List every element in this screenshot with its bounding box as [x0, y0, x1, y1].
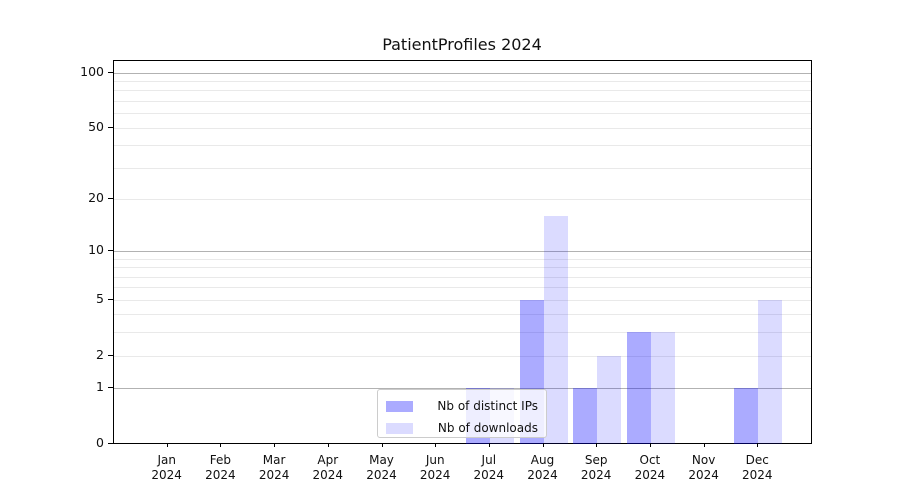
y-tick-label-2: 2	[96, 346, 104, 362]
y-gridline-minor-30	[114, 167, 811, 169]
x-tick-aug	[542, 443, 544, 447]
legend: Nb of distinct IPs Nb of downloads	[377, 389, 547, 438]
legend-item-downloads: Nb of downloads	[386, 417, 538, 439]
y-tick-1	[108, 387, 113, 389]
y-gridline-minor-60	[114, 113, 811, 115]
y-gridline-minor-4	[114, 314, 811, 316]
y-gridline-minor-90	[114, 80, 811, 82]
y-tick-label-50: 50	[88, 118, 104, 134]
y-tick-label-0: 0	[96, 435, 104, 450]
y-tick-label-10: 10	[88, 242, 104, 257]
bar-nb-of-distinct-ips-sep	[573, 388, 598, 444]
x-tick-jan	[166, 443, 168, 447]
x-tick-sep	[596, 443, 598, 447]
bar-nb-of-downloads-aug	[543, 215, 568, 444]
y-gridline-minor-40	[114, 145, 811, 147]
y-tick-label-20: 20	[88, 189, 104, 205]
y-gridline-minor-70	[114, 100, 811, 102]
x-tick-label-sep: Sep 2024	[580, 453, 612, 482]
y-gridline-minor-2	[114, 355, 811, 357]
x-tick-dec	[757, 443, 759, 447]
y-gridline-minor-3	[114, 332, 811, 334]
bar-nb-of-distinct-ips-oct	[626, 332, 651, 444]
bar-nb-of-downloads-sep	[597, 355, 622, 444]
x-tick-feb	[220, 443, 222, 447]
x-tick-mar	[274, 443, 276, 447]
chart-title: PatientProfiles 2024	[382, 35, 542, 54]
x-tick-label-feb: Feb 2024	[205, 453, 236, 482]
y-gridline-minor-50	[114, 127, 811, 129]
y-gridline-major-1	[114, 388, 811, 390]
y-gridline-minor-80	[114, 90, 811, 92]
x-tick-oct	[649, 443, 651, 447]
x-tick-label-nov: Nov 2024	[688, 453, 719, 482]
x-tick-label-oct: Oct 2024	[634, 453, 666, 482]
legend-swatch-downloads	[386, 422, 413, 434]
y-tick-0	[108, 443, 113, 444]
y-tick-label-100: 100	[80, 63, 104, 79]
y-tick-5	[108, 298, 113, 300]
x-tick-label-may: May 2024	[366, 453, 397, 482]
y-gridline-minor-6	[114, 287, 811, 289]
legend-swatch-distinct-ips	[386, 400, 413, 412]
y-tick-10	[108, 250, 113, 251]
x-tick-jul	[488, 443, 490, 447]
x-tick-apr	[327, 443, 329, 447]
plot-area	[113, 60, 812, 444]
x-tick-label-apr: Apr 2024	[312, 453, 344, 482]
legend-label-downloads: Nb of downloads	[437, 421, 538, 435]
y-tick-label-1: 1	[96, 379, 104, 395]
y-gridline-minor-20	[114, 198, 811, 200]
y-gridline-major-100	[114, 72, 811, 74]
y-tick-label-5: 5	[96, 290, 104, 306]
y-gridline-minor-7	[114, 276, 811, 278]
x-tick-label-aug: Aug 2024	[527, 453, 558, 482]
legend-label-distinct-ips: Nb of distinct IPs	[437, 399, 538, 413]
legend-item-distinct-ips: Nb of distinct IPs	[386, 395, 538, 417]
y-gridline-minor-8	[114, 267, 811, 269]
y-tick-50	[108, 126, 113, 128]
bar-nb-of-downloads-dec	[758, 299, 783, 444]
x-tick-label-jun: Jun 2024	[419, 453, 451, 482]
y-gridline-major-10	[114, 251, 811, 252]
x-tick-label-jul: Jul 2024	[473, 453, 505, 482]
y-gridline-minor-9	[114, 258, 811, 260]
x-tick-label-mar: Mar 2024	[258, 453, 290, 482]
x-tick-label-dec: Dec 2024	[742, 453, 773, 482]
x-tick-may	[381, 443, 383, 447]
bar-nb-of-downloads-oct	[650, 332, 675, 444]
x-tick-label-jan: Jan 2024	[151, 453, 182, 482]
y-tick-20	[108, 197, 113, 199]
y-tick-100	[108, 71, 113, 73]
x-tick-nov	[703, 443, 705, 447]
y-gridline-minor-5	[114, 299, 811, 301]
x-tick-jun	[435, 443, 437, 447]
y-tick-2	[108, 354, 113, 356]
bar-nb-of-distinct-ips-dec	[734, 388, 759, 444]
